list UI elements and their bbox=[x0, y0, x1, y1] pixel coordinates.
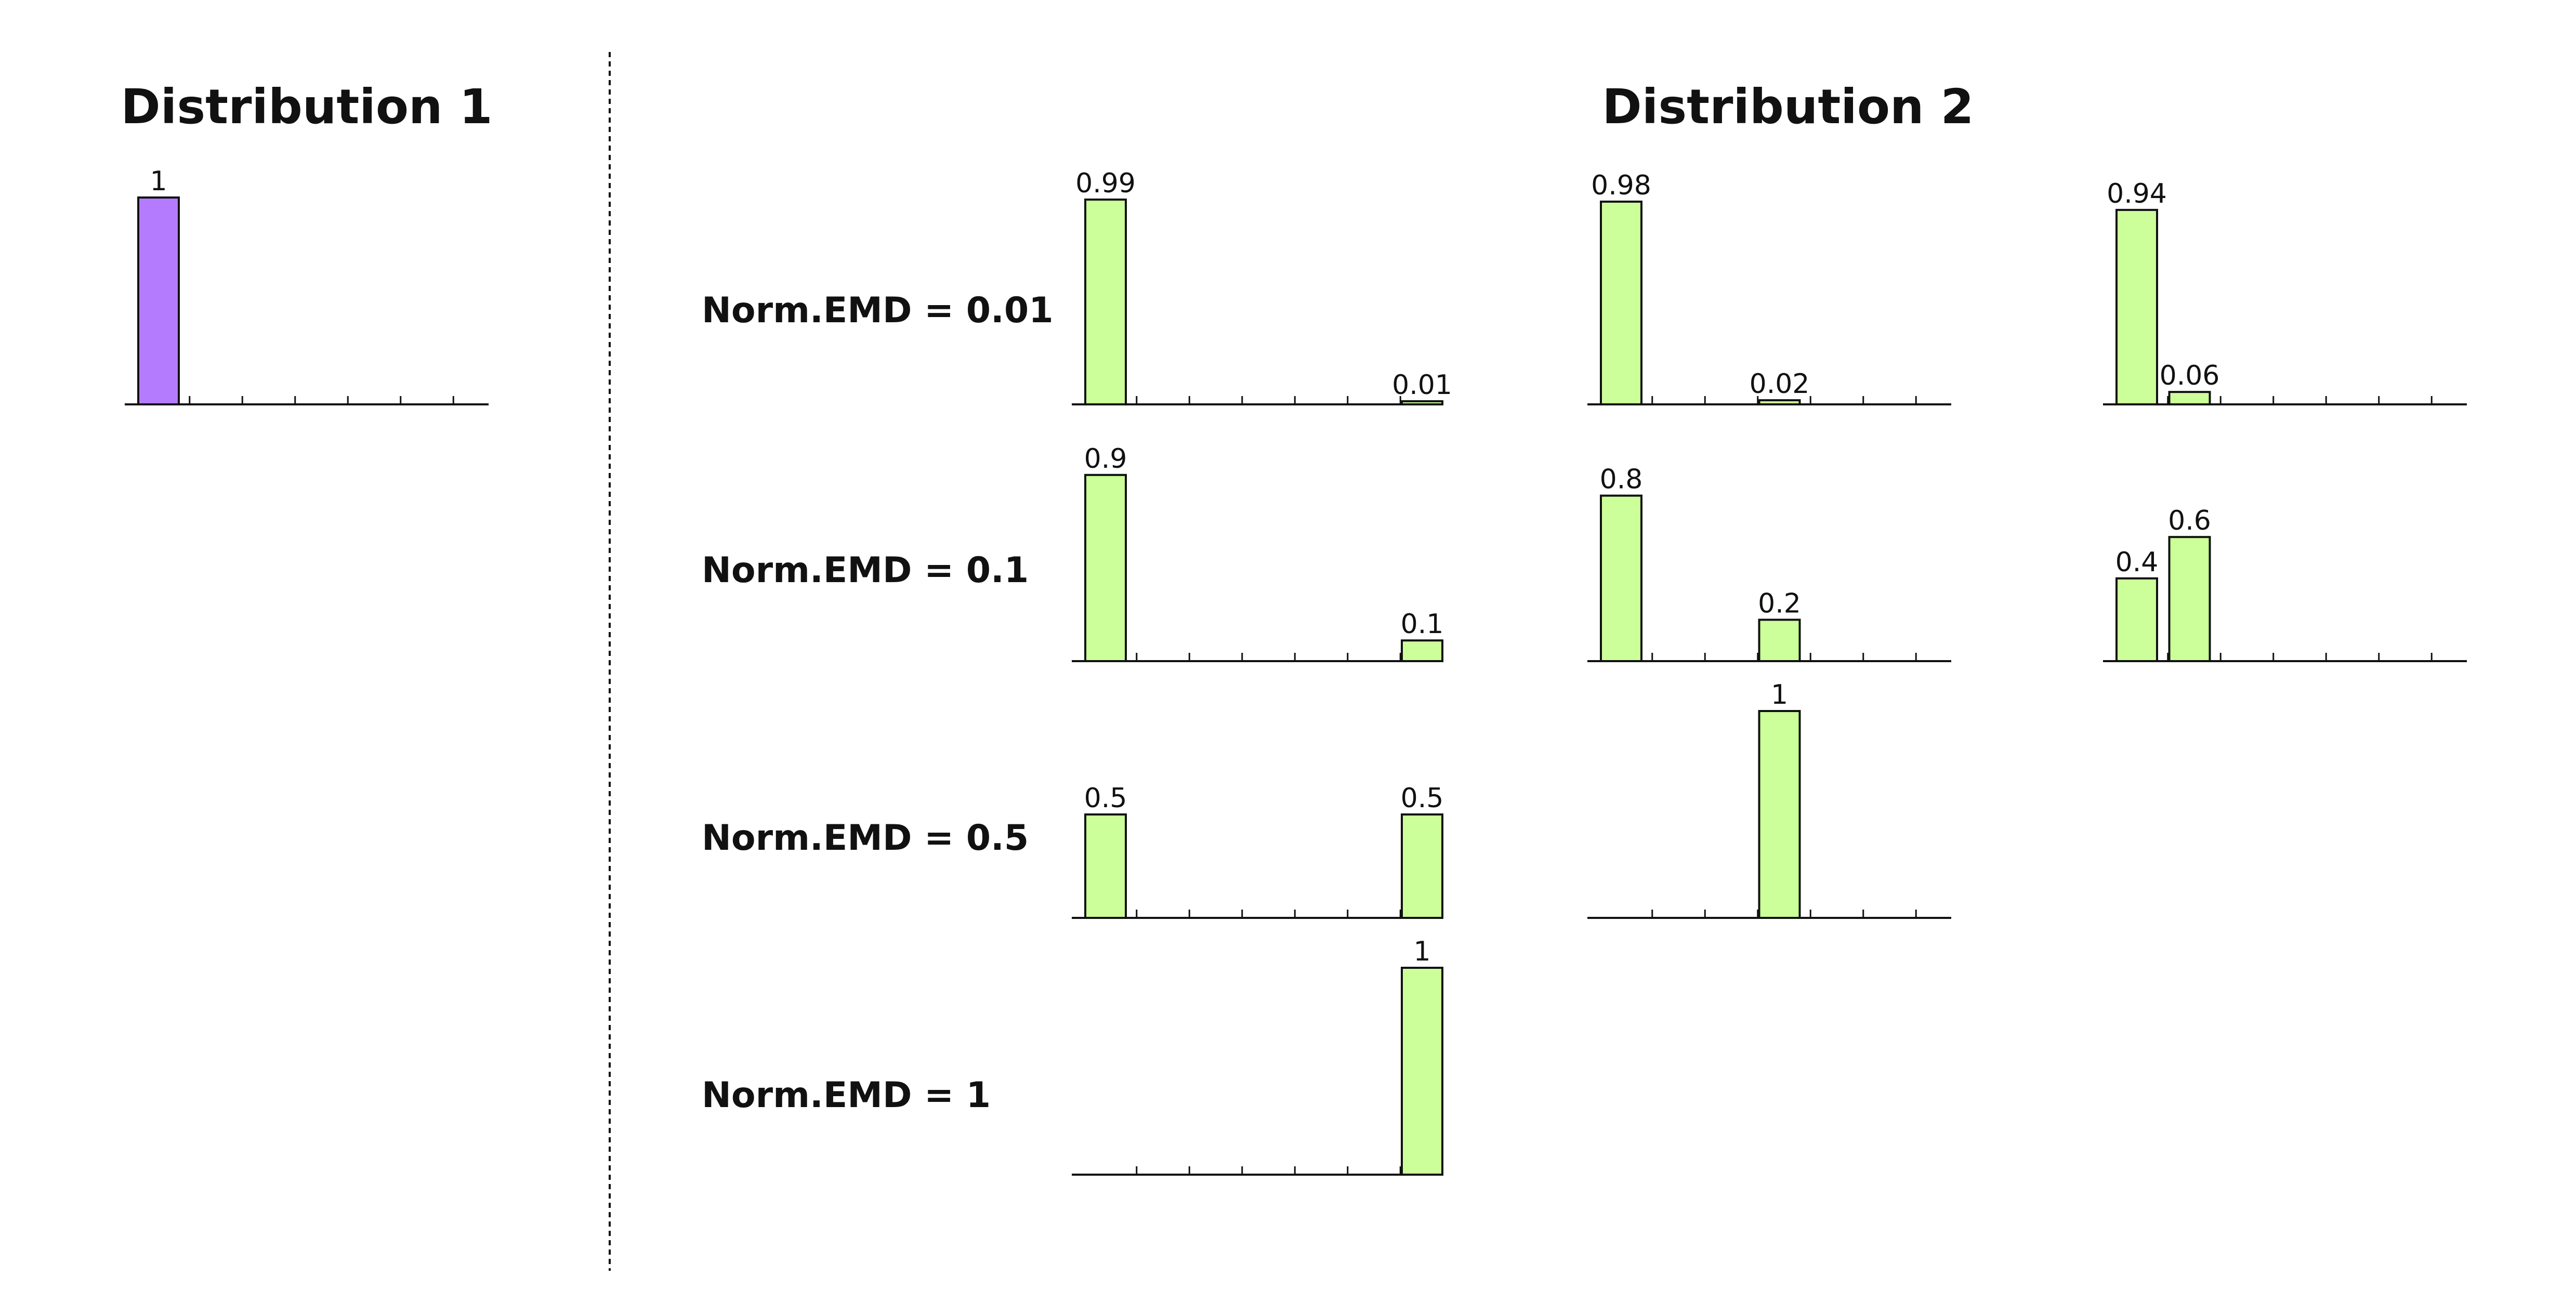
row-label-emd-0-5: Norm.EMD = 0.5 bbox=[702, 818, 1029, 859]
row-label-emd-1: Norm.EMD = 1 bbox=[702, 1075, 991, 1116]
bar-value-label: 0.99 bbox=[1075, 168, 1136, 199]
bar-1 bbox=[1084, 198, 1127, 405]
bar-value-label: 0.4 bbox=[2115, 547, 2159, 578]
bar-1 bbox=[1084, 813, 1127, 919]
bar-1 bbox=[1600, 200, 1642, 405]
row-label-emd-0-01: Norm.EMD = 0.01 bbox=[702, 290, 1054, 331]
row-label-emd-0-1: Norm.EMD = 0.1 bbox=[702, 550, 1029, 591]
bar-value-label: 0.94 bbox=[2107, 178, 2167, 209]
bar-value-label: 1 bbox=[1413, 936, 1430, 967]
bar-7 bbox=[1401, 400, 1443, 405]
bar-4 bbox=[1758, 399, 1801, 405]
bar-value-label: 0.01 bbox=[1392, 370, 1452, 401]
bar-1 bbox=[2115, 208, 2158, 405]
bar-4 bbox=[1758, 619, 1801, 663]
bar-value-label: 1 bbox=[1771, 679, 1788, 711]
bar-4 bbox=[1758, 710, 1801, 919]
bar-1 bbox=[1600, 494, 1642, 662]
distribution-2-title: Distribution 2 bbox=[1602, 79, 1974, 135]
bar-value-label: 0.9 bbox=[1084, 443, 1127, 475]
bar-value-label: 0.8 bbox=[1600, 464, 1643, 495]
bar-1 bbox=[137, 196, 180, 405]
distribution-1-title: Distribution 1 bbox=[121, 79, 492, 135]
bar-value-label: 1 bbox=[150, 166, 167, 197]
bar-value-label: 0.2 bbox=[1758, 588, 1801, 619]
bar-1 bbox=[2115, 577, 2158, 663]
bar-value-label: 0.6 bbox=[2168, 505, 2211, 536]
bar-7 bbox=[1401, 813, 1443, 919]
bar-2 bbox=[2168, 391, 2211, 405]
bar-7 bbox=[1401, 639, 1443, 662]
bar-value-label: 0.5 bbox=[1084, 783, 1127, 814]
bar-value-label: 0.98 bbox=[1591, 170, 1651, 201]
bar-7 bbox=[1401, 967, 1443, 1176]
bar-value-label: 0.06 bbox=[2160, 360, 2220, 391]
bar-value-label: 0.1 bbox=[1401, 609, 1444, 640]
bar-value-label: 0.5 bbox=[1401, 783, 1444, 814]
bar-1 bbox=[1084, 473, 1127, 662]
histogram-grid: 1 0.99 0.01 0.98 0.02 0.94 0.06 0.9 0.1 0.8 0.2 0.4… bbox=[125, 166, 2467, 1176]
bar-2 bbox=[2168, 536, 2211, 662]
bar-value-label: 0.02 bbox=[1750, 369, 1810, 400]
